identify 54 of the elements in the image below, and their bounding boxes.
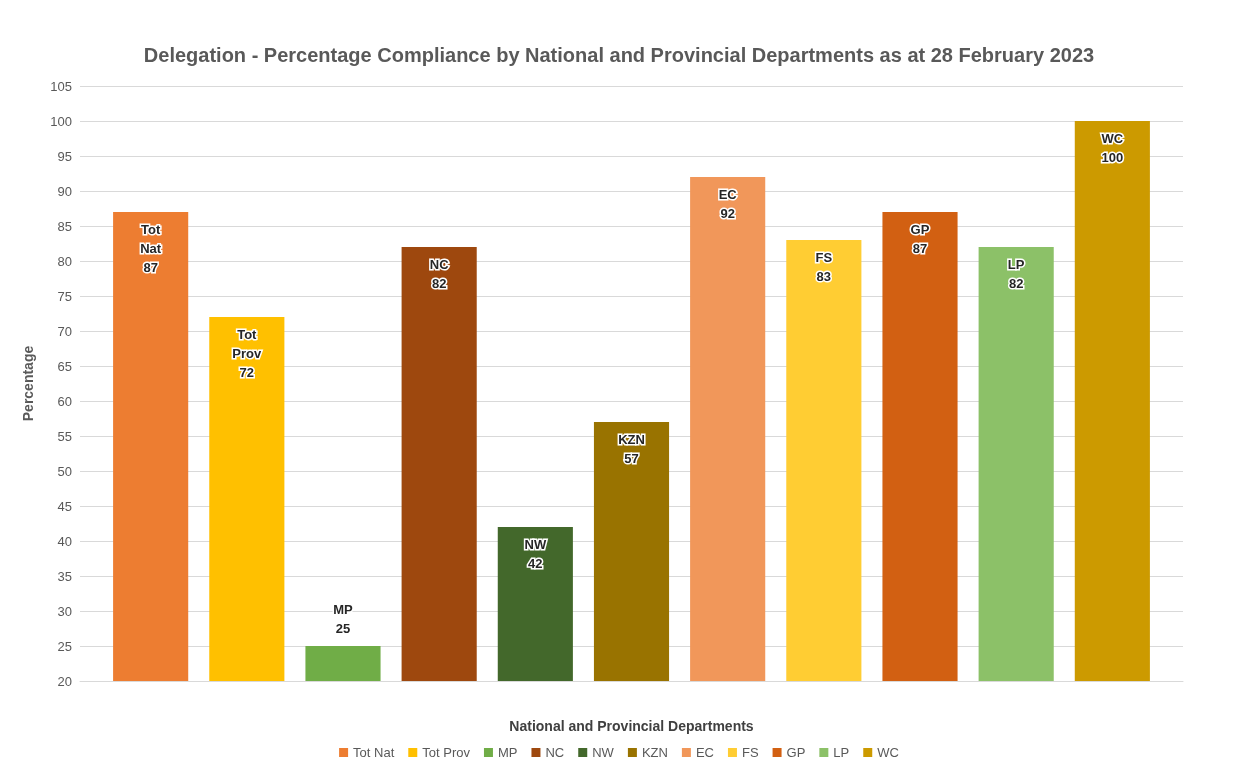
- legend-label: GP: [786, 745, 806, 760]
- y-tick-label: 100: [50, 113, 72, 129]
- text: NW: [524, 537, 547, 552]
- legend-label: NC: [545, 745, 565, 760]
- y-tick-label: 65: [57, 358, 72, 374]
- legend-label: KZN: [641, 745, 668, 760]
- y-tick-label: 50: [57, 463, 72, 479]
- data-label: 42: [528, 556, 543, 571]
- data-label: 92: [720, 206, 735, 221]
- text: MP: [333, 602, 353, 617]
- text: Tot Nat: [140, 222, 162, 256]
- data-label: 72: [239, 365, 255, 380]
- chart-title: Delegation - Percentage Compliance by National and Provincial Departments as at 28 February 2023: [143, 44, 1095, 66]
- text: FS: [815, 250, 833, 265]
- y-tick-label: 40: [57, 533, 72, 549]
- y-tick-label: 60: [57, 393, 72, 409]
- y-tick-label: 85: [57, 218, 72, 234]
- data-label: 57: [624, 451, 639, 466]
- legend-label: Tot Prov: [422, 745, 471, 760]
- y-tick-label: 45: [57, 498, 72, 514]
- legend-label: WC: [877, 745, 899, 760]
- data-label: 25: [335, 621, 351, 636]
- legend-label: NW: [592, 745, 615, 760]
- x-axis-title: National and Provincial Departments: [509, 718, 754, 734]
- data-label: 87: [143, 260, 158, 275]
- text: KZN: [618, 432, 645, 447]
- data-label: 87: [912, 241, 928, 256]
- legend-label: EC: [695, 745, 714, 760]
- y-tick-label: 75: [57, 288, 72, 304]
- data-label: 82: [431, 276, 447, 291]
- data-label: 82: [1008, 276, 1024, 291]
- data-label: 83: [816, 269, 832, 284]
- data-label: 100: [1101, 150, 1124, 165]
- y-tick-label: 25: [57, 638, 72, 654]
- legend-label: MP: [497, 745, 518, 760]
- y-tick-label: 55: [57, 428, 72, 444]
- legend-label: LP: [833, 745, 850, 760]
- y-tick-label: 80: [57, 253, 72, 269]
- y-tick-label: 105: [50, 78, 72, 94]
- text: EC: [718, 187, 737, 202]
- text: GP: [910, 222, 930, 237]
- y-tick-label: 95: [57, 148, 72, 164]
- legend-label: FS: [741, 745, 759, 760]
- y-tick-label: 70: [57, 323, 72, 339]
- legend-label: Tot Nat: [353, 745, 395, 760]
- text: NC: [429, 257, 449, 272]
- y-tick-label: 35: [57, 568, 72, 584]
- y-tick-label: 20: [57, 673, 72, 689]
- text: Tot Prov: [232, 327, 262, 361]
- y-axis-title: Percentage: [20, 345, 36, 422]
- text: WC: [1101, 131, 1124, 146]
- text: LP: [1007, 257, 1025, 272]
- y-tick-label: 30: [57, 603, 72, 619]
- y-tick-label: 90: [57, 183, 72, 199]
